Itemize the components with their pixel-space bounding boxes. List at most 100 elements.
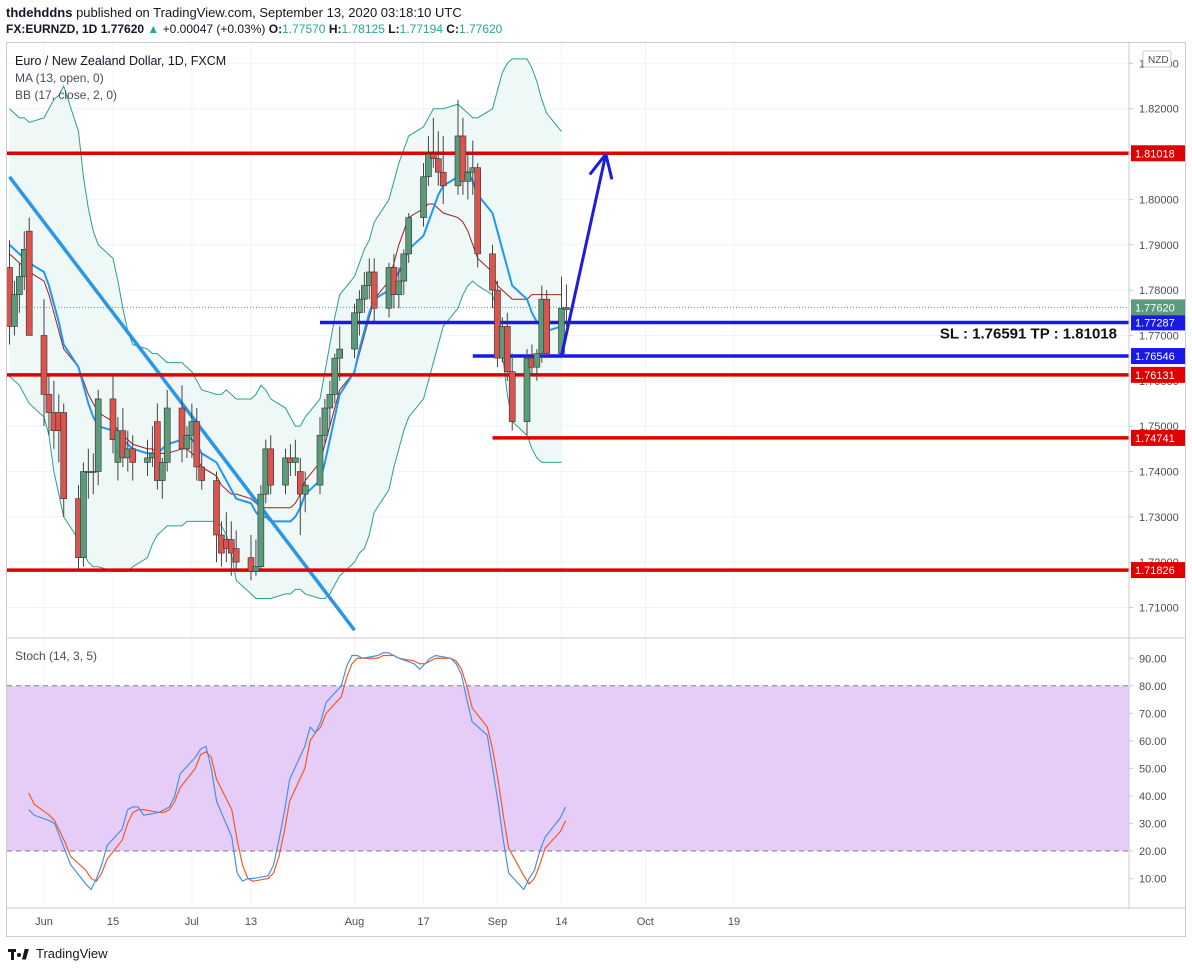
candle-body [474,167,482,255]
stoch-tick-label: 60.00 [1139,736,1167,748]
time-tick-label: Jun [35,916,53,928]
candle-body [439,171,447,187]
time-tick-label: Sep [488,916,508,928]
stoch-tick-label: 70.00 [1139,708,1167,720]
time-tick-label: 13 [245,916,257,928]
candle-body [267,448,275,486]
currency-badge-bg [1142,50,1172,68]
stoch-band-fill [7,685,1129,851]
close-label: C: [446,22,459,36]
close-value: 1.77620 [458,22,503,36]
legend-stoch: Stoch (14, 3, 5) [15,649,98,663]
time-tick-label: Jul [185,916,199,928]
candle-body [232,548,240,563]
high-label: H: [328,22,342,36]
candle-body [45,394,53,413]
price-tick-label: 1.73000 [1139,512,1179,524]
candle-body [154,421,161,481]
last-price-badge-bg [1131,299,1185,316]
candle-body [459,135,467,182]
stoch-tick-label: 90.00 [1139,653,1167,665]
level-price-badge-bg [1131,314,1185,331]
bollinger-band-fill [9,58,562,599]
tradingview-logo[interactable]: TradingView [8,946,108,961]
candle-body [351,312,358,350]
level-price-badge: 1.77287 [1135,317,1175,329]
publish-text: published on TradingView.com, September … [76,5,462,20]
price-tick-label: 1.79000 [1139,240,1179,252]
stoch-d-line [28,654,567,885]
author-name: thdehddns [6,5,73,20]
candle-body [405,217,413,255]
bollinger-lower-line [9,280,562,599]
low-value: 1.77194 [399,22,443,36]
candle-body [213,480,220,536]
price-tick-label: 1.77000 [1139,330,1179,342]
candle-body [11,294,18,327]
high-value: 1.78125 [341,22,385,36]
candle-body [356,298,363,314]
candle-body [198,466,206,481]
candle-body [227,539,235,554]
candle-body [563,307,570,310]
sl-tp-annotation: SL : 1.76591 TP : 1.81018 [940,326,1117,343]
projection-arrowhead [604,153,614,180]
tradingview-logo-icon [8,947,30,961]
candle-body [395,280,403,295]
price-tick-label: 1.74000 [1139,466,1179,478]
candle-body [252,566,260,572]
candle-body [40,335,48,395]
legend-title: Euro / New Zealand Dollar, 1D, FXCM [15,54,227,68]
candle-body [489,253,496,291]
candle-body [16,276,23,295]
candle-body [80,471,87,558]
candle-body [503,326,511,373]
chart-canvas[interactable]: SL : 1.76591 TP : 1.810181.830001.820001… [7,43,1185,936]
chart-area[interactable]: SL : 1.76591 TP : 1.810181.830001.820001… [6,42,1186,937]
candle-body [336,348,344,359]
level-price-badge: 1.71826 [1135,565,1175,577]
candle-body [331,357,339,395]
time-tick-label: 15 [107,916,119,928]
time-tick-label: Oct [637,916,654,928]
candle-body [25,230,33,336]
candle-body [434,158,442,173]
candle-body [425,153,432,178]
level-price-badge: 1.76546 [1135,351,1175,363]
quote-line: FX:EURNZD, 1D 1.77620 ▲ +0.00047 (+0.03%… [6,22,502,36]
projection-arrowhead [588,153,608,176]
candle-body [89,471,97,473]
candle-body [326,394,334,409]
candle-body [178,407,186,450]
time-tick-label: Aug [345,916,365,928]
candle-body [296,471,304,495]
tradingview-brand: TradingView [36,946,108,961]
candle-body [94,398,102,472]
currency-badge: NZD [1148,55,1169,66]
candle-body [282,457,289,486]
candle-body [533,353,541,368]
level-price-badge: 1.76131 [1135,370,1175,382]
last-price-badge: 1.77620 [1135,302,1175,314]
time-tick-label: 19 [728,916,740,928]
stoch-k-line [28,652,567,891]
bollinger-upper-line [9,58,562,427]
time-tick-label: 17 [417,916,429,928]
candle-body [158,462,166,481]
candle-body [193,421,201,468]
candle-body [183,434,191,450]
candle-body [109,398,117,441]
candle-body [543,298,551,354]
candle-body [370,271,378,309]
legend-ma: MA (13, open, 0) [15,71,104,85]
candle-body [247,557,255,572]
price-tick-label: 1.80000 [1139,194,1179,206]
candle-body [119,430,127,459]
candle-body [508,371,516,422]
candle-body [464,171,472,182]
candle-body [494,289,501,359]
candle-body [144,457,151,463]
level-price-badge-bg [1131,366,1185,383]
candle-body [60,412,68,500]
stoch-tick-label: 20.00 [1139,846,1167,858]
